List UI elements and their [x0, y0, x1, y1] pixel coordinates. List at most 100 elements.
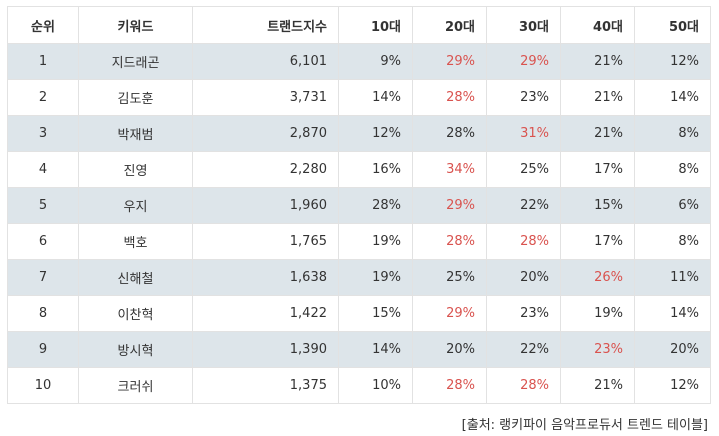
cell-age-30: 28% [486, 367, 561, 404]
cell-age-50: 8% [634, 151, 711, 188]
cell-keyword: 진영 [78, 151, 193, 188]
cell-trend-index: 2,870 [192, 115, 339, 152]
cell-age-40: 21% [560, 115, 635, 152]
cell-trend-index: 1,638 [192, 259, 339, 296]
cell-keyword: 우지 [78, 187, 193, 224]
cell-age-30: 22% [486, 331, 561, 368]
cell-age-30: 22% [486, 187, 561, 224]
header-trend-index: 트랜드지수 [192, 6, 339, 44]
cell-age-50: 12% [634, 43, 711, 80]
cell-age-30: 23% [486, 295, 561, 332]
table-row: 8 이찬혁 1,422 15% 29% 23% 19% 14% [7, 295, 711, 332]
cell-age-10: 14% [338, 331, 413, 368]
cell-age-10: 16% [338, 151, 413, 188]
table-row: 9 방시혁 1,390 14% 20% 22% 23% 20% [7, 331, 711, 368]
cell-rank: 6 [7, 223, 79, 260]
table-row: 3 박재범 2,870 12% 28% 31% 21% 8% [7, 115, 711, 152]
cell-rank: 4 [7, 151, 79, 188]
table-row: 10 크러쉬 1,375 10% 28% 28% 21% 12% [7, 367, 711, 404]
cell-rank: 1 [7, 43, 79, 80]
cell-age-50: 11% [634, 259, 711, 296]
cell-age-10: 15% [338, 295, 413, 332]
cell-age-10: 9% [338, 43, 413, 80]
cell-rank: 8 [7, 295, 79, 332]
cell-age-40: 15% [560, 187, 635, 224]
cell-age-50: 8% [634, 115, 711, 152]
cell-age-50: 14% [634, 295, 711, 332]
cell-age-20: 28% [412, 115, 487, 152]
cell-age-20: 29% [412, 187, 487, 224]
cell-age-40: 21% [560, 43, 635, 80]
table-body: 1 지드래곤 6,101 9% 29% 29% 21% 12% 2 김도훈 3,731 14% 28% 2… [7, 43, 711, 404]
cell-age-10: 19% [338, 223, 413, 260]
table-header: 순위 키워드 트랜드지수 10대 20대 30대 40대 50대 [7, 6, 711, 44]
header-age-50: 50대 [634, 6, 711, 44]
cell-age-50: 6% [634, 187, 711, 224]
cell-age-20: 28% [412, 223, 487, 260]
cell-keyword: 크러쉬 [78, 367, 193, 404]
cell-age-10: 10% [338, 367, 413, 404]
cell-age-20: 20% [412, 331, 487, 368]
cell-keyword: 신해철 [78, 259, 193, 296]
cell-keyword: 이찬혁 [78, 295, 193, 332]
cell-age-10: 28% [338, 187, 413, 224]
header-age-20: 20대 [412, 6, 487, 44]
cell-keyword: 지드래곤 [78, 43, 193, 80]
cell-trend-index: 1,375 [192, 367, 339, 404]
cell-age-50: 20% [634, 331, 711, 368]
cell-age-40: 23% [560, 331, 635, 368]
table-row: 6 백호 1,765 19% 28% 28% 17% 8% [7, 223, 711, 260]
cell-age-30: 25% [486, 151, 561, 188]
cell-age-40: 17% [560, 223, 635, 260]
cell-age-10: 12% [338, 115, 413, 152]
cell-age-50: 14% [634, 79, 711, 116]
cell-rank: 7 [7, 259, 79, 296]
cell-age-40: 26% [560, 259, 635, 296]
cell-age-20: 25% [412, 259, 487, 296]
cell-age-30: 31% [486, 115, 561, 152]
header-age-40: 40대 [560, 6, 635, 44]
cell-trend-index: 2,280 [192, 151, 339, 188]
cell-age-20: 34% [412, 151, 487, 188]
cell-age-20: 28% [412, 367, 487, 404]
cell-age-10: 19% [338, 259, 413, 296]
cell-trend-index: 1,422 [192, 295, 339, 332]
cell-age-20: 28% [412, 79, 487, 116]
cell-age-20: 29% [412, 295, 487, 332]
cell-age-50: 12% [634, 367, 711, 404]
trend-ranking-table: 순위 키워드 트랜드지수 10대 20대 30대 40대 50대 1 지드래곤 6,… [7, 6, 711, 404]
cell-age-30: 29% [486, 43, 561, 80]
cell-rank: 9 [7, 331, 79, 368]
cell-age-30: 23% [486, 79, 561, 116]
header-age-10: 10대 [338, 6, 413, 44]
cell-age-20: 29% [412, 43, 487, 80]
cell-rank: 5 [7, 187, 79, 224]
cell-age-40: 17% [560, 151, 635, 188]
cell-age-30: 20% [486, 259, 561, 296]
cell-age-10: 14% [338, 79, 413, 116]
cell-age-40: 19% [560, 295, 635, 332]
cell-keyword: 방시혁 [78, 331, 193, 368]
table-row: 7 신해철 1,638 19% 25% 20% 26% 11% [7, 259, 711, 296]
cell-trend-index: 1,390 [192, 331, 339, 368]
table-row: 2 김도훈 3,731 14% 28% 23% 21% 14% [7, 79, 711, 116]
cell-rank: 10 [7, 367, 79, 404]
cell-rank: 2 [7, 79, 79, 116]
header-rank: 순위 [7, 6, 79, 44]
cell-age-40: 21% [560, 367, 635, 404]
header-age-30: 30대 [486, 6, 561, 44]
cell-keyword: 김도훈 [78, 79, 193, 116]
cell-age-30: 28% [486, 223, 561, 260]
cell-trend-index: 6,101 [192, 43, 339, 80]
cell-age-40: 21% [560, 79, 635, 116]
cell-trend-index: 3,731 [192, 79, 339, 116]
table-row: 1 지드래곤 6,101 9% 29% 29% 21% 12% [7, 43, 711, 80]
cell-trend-index: 1,765 [192, 223, 339, 260]
cell-trend-index: 1,960 [192, 187, 339, 224]
source-note: [출처: 랭키파이 음악프로듀서 트렌드 테이블] [461, 418, 708, 433]
cell-keyword: 백호 [78, 223, 193, 260]
cell-rank: 3 [7, 115, 79, 152]
header-row: 순위 키워드 트랜드지수 10대 20대 30대 40대 50대 [7, 6, 711, 44]
table-row: 5 우지 1,960 28% 29% 22% 15% 6% [7, 187, 711, 224]
